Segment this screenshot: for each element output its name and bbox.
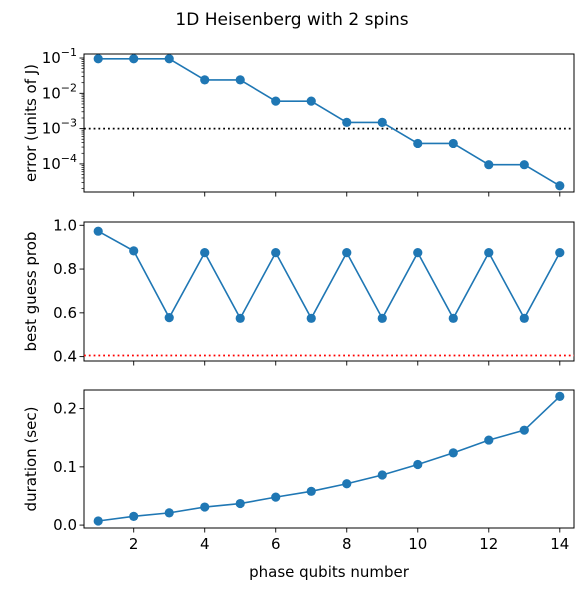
series-line (98, 395, 561, 522)
y-axis-label: error (units of J) (22, 64, 40, 182)
data-point (448, 138, 458, 149)
axes-frame (83, 53, 575, 193)
data-point (93, 226, 103, 236)
x-tick-label: 6 (271, 535, 281, 553)
data-point (164, 54, 174, 64)
y-tick-label: 0.1 (53, 458, 77, 476)
y-tick-label: 0.4 (53, 348, 77, 366)
data-point (555, 248, 565, 258)
data-point (519, 313, 529, 323)
data-point (235, 498, 245, 509)
data-point (93, 54, 103, 64)
data-point (164, 313, 174, 323)
data-point (200, 502, 210, 512)
x-tick-label: 10 (408, 535, 427, 553)
data-point (235, 313, 245, 323)
data-point (306, 313, 316, 323)
data-point (271, 96, 281, 106)
y-tick-label: 0.2 (53, 400, 77, 418)
y-axis-label: duration (sec) (22, 407, 40, 512)
data-point (555, 391, 565, 402)
data-point (377, 470, 387, 480)
y-tick-label: 10−3 (42, 117, 77, 138)
data-point (271, 492, 281, 502)
data-point (413, 459, 423, 470)
x-tick-label: 4 (200, 535, 210, 553)
data-point (129, 511, 139, 521)
chart-title: 1D Heisenberg with 2 spins (175, 10, 408, 30)
data-point (129, 54, 139, 64)
x-axis-label: phase qubits number (249, 563, 410, 581)
data-point (306, 96, 316, 106)
y-tick-label: 0.8 (53, 260, 77, 278)
data-point (377, 313, 387, 323)
data-point (342, 117, 352, 127)
data-point (519, 160, 529, 170)
subplot-3: 0.0 0.1 0.2 2 4 6 8 10 12 14 duration (sec) (22, 389, 575, 553)
data-point (448, 313, 458, 323)
series-line (98, 58, 561, 187)
data-point (555, 181, 565, 191)
x-tick-label: 8 (342, 535, 352, 553)
series-line (97, 230, 561, 320)
data-point (200, 75, 210, 85)
y-tick-label: 0.6 (53, 304, 77, 322)
data-point (413, 248, 423, 258)
x-tick-label: 2 (129, 535, 139, 553)
y-tick-label: 1.0 (53, 216, 77, 234)
y-tick-label: 10−1 (42, 46, 77, 67)
data-point (413, 138, 423, 149)
data-point (235, 75, 245, 85)
y-tick-label: 0.0 (53, 516, 77, 534)
data-point (377, 117, 387, 127)
data-point (484, 248, 494, 258)
data-point (484, 160, 494, 170)
subplot-2: 0.4 0.6 0.8 1.0 best guess prob (22, 216, 575, 366)
x-tick-label: 14 (550, 535, 569, 553)
x-tick-label: 12 (479, 535, 498, 553)
data-point (271, 248, 281, 258)
data-point (342, 479, 352, 489)
axes-frame (83, 389, 575, 529)
axes-frame (83, 221, 575, 362)
data-point (448, 448, 458, 458)
data-point (200, 248, 210, 258)
data-point (342, 248, 352, 258)
data-point (93, 516, 103, 526)
data-point (129, 246, 139, 256)
data-point (164, 508, 174, 518)
y-axis-label: best guess prob (22, 232, 40, 352)
data-point (519, 425, 529, 435)
y-tick-label: 10−4 (42, 152, 77, 173)
data-point (484, 435, 494, 445)
data-point (306, 486, 316, 496)
y-tick-label: 10−2 (42, 81, 77, 102)
